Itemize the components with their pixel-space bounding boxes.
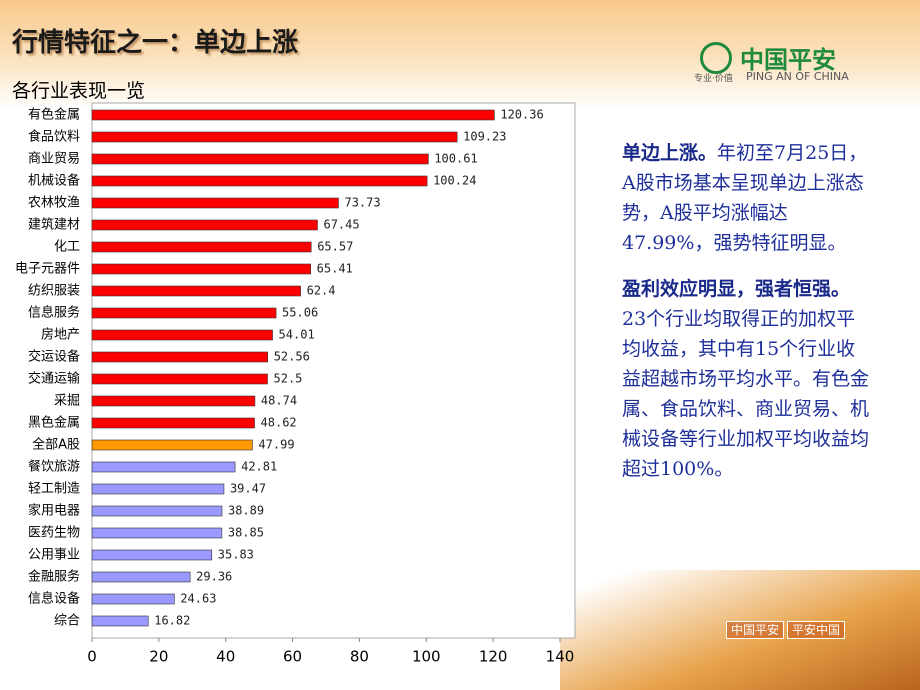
y-tick-label: 交运设备 <box>28 349 80 365</box>
value-label: 42.81 <box>241 460 277 474</box>
bar <box>91 417 255 429</box>
x-tick-label: 0 <box>87 648 97 666</box>
x-tick-label: 40 <box>216 648 235 666</box>
value-label: 38.85 <box>228 526 264 540</box>
bar <box>91 373 268 385</box>
y-tick-label: 公用事业 <box>28 548 80 563</box>
paragraph: 盈利效应明显，强者恒强。 23个行业均取得正的加权平均收益，其中有15个行业收益超… <box>622 274 872 484</box>
y-tick-label: 金融服务 <box>28 569 80 585</box>
commentary: 单边上涨。年初至7月25日，A股市场基本呈现单边上涨态势，A股平均涨幅达47.9… <box>622 138 872 500</box>
body: 年初至7月25日，A股市场基本呈现单边上涨态势，A股平均涨幅达47.99%，强势… <box>622 142 868 254</box>
x-tick-label: 140 <box>546 648 575 666</box>
bar <box>91 263 311 275</box>
y-tick-label: 纺织服装 <box>28 284 80 299</box>
footer-text: 中国平安 <box>726 621 785 639</box>
bar <box>91 593 175 605</box>
value-label: 52.5 <box>274 372 303 386</box>
value-label: 67.45 <box>323 218 359 232</box>
value-label: 48.74 <box>261 394 297 408</box>
value-label: 100.61 <box>434 152 477 166</box>
y-tick-label: 信息服务 <box>28 305 80 321</box>
y-tick-label: 医药生物 <box>28 526 80 541</box>
value-label: 35.83 <box>218 548 254 562</box>
bar <box>91 351 269 363</box>
value-label: 62.4 <box>307 284 336 298</box>
x-tick-label: 120 <box>479 648 508 666</box>
heading: 单边上涨。 <box>622 142 718 164</box>
y-tick-label: 全部A股 <box>32 437 80 453</box>
bar <box>91 615 149 627</box>
y-tick-label: 交通运输 <box>28 371 80 387</box>
bar <box>91 549 213 561</box>
y-tick-label: 建筑建材 <box>28 217 80 233</box>
y-tick-label: 信息设备 <box>28 591 80 607</box>
bar <box>91 219 318 231</box>
value-label: 55.06 <box>282 306 318 320</box>
bar <box>91 439 253 451</box>
value-label: 48.62 <box>261 416 297 430</box>
x-tick-label: 80 <box>350 648 369 666</box>
value-label: 54.01 <box>279 328 315 342</box>
plot-frame <box>91 102 576 639</box>
value-label: 100.24 <box>433 174 476 188</box>
y-tick-label: 家用电器 <box>28 503 80 519</box>
y-tick-label: 轻工制造 <box>28 482 80 497</box>
value-label: 24.63 <box>180 592 216 606</box>
value-label: 39.47 <box>230 482 266 496</box>
x-tick-label: 60 <box>283 648 302 666</box>
body: 23个行业均取得正的加权平均收益，其中有15个行业收益超越市场平均水平。有色金属… <box>622 308 870 480</box>
logo-icon <box>700 42 732 74</box>
value-label: 47.99 <box>258 438 294 452</box>
y-tick-label: 有色金属 <box>28 107 80 123</box>
bar <box>91 483 225 495</box>
bar <box>91 527 223 539</box>
bar <box>91 461 236 473</box>
chart: 0 20 40 60 80 100 120 140 有色金属 120.36 食品饮料 109.23 商业… <box>15 102 576 666</box>
y-tick-label: 综合 <box>54 614 80 629</box>
x-tick-label: 100 <box>412 648 441 666</box>
bar <box>91 307 277 319</box>
y-tick-label: 电子元器件 <box>15 262 80 277</box>
y-tick-label: 餐饮旅游 <box>28 459 80 475</box>
value-label: 38.89 <box>228 504 264 518</box>
bar <box>91 395 256 407</box>
bar <box>91 109 495 121</box>
value-label: 120.36 <box>500 108 543 122</box>
bar <box>91 175 428 187</box>
logo-name: 中国平安 <box>740 46 836 74</box>
bar <box>91 505 223 517</box>
slide-title: 行情特征之一：单边上涨 <box>12 28 299 58</box>
bar <box>91 571 191 583</box>
bar <box>91 131 458 143</box>
value-label: 52.56 <box>274 350 310 364</box>
value-label: 109.23 <box>463 130 506 144</box>
heading: 盈利效应明显，强者恒强。 <box>622 278 851 300</box>
y-tick-label: 机械设备 <box>28 173 80 189</box>
footer: 中国平安 平安中国 <box>726 621 848 639</box>
logo-english: PING AN OF CHINA <box>746 70 849 83</box>
y-tick-label: 商业贸易 <box>28 152 80 167</box>
y-tick-label: 化工 <box>54 240 80 255</box>
y-tick-label: 农林牧渔 <box>28 196 80 211</box>
value-label: 65.41 <box>317 262 353 276</box>
footer-text: 平安中国 <box>787 621 846 639</box>
value-label: 65.57 <box>317 240 353 254</box>
y-tick-label: 房地产 <box>41 327 80 343</box>
logo-slogan: 专业·价值 <box>694 74 733 84</box>
value-label: 29.36 <box>196 570 232 584</box>
bar <box>91 197 339 209</box>
y-tick-label: 食品饮料 <box>28 129 80 145</box>
paragraph: 单边上涨。年初至7月25日，A股市场基本呈现单边上涨态势，A股平均涨幅达47.9… <box>622 138 872 258</box>
value-label: 16.82 <box>154 614 190 628</box>
x-tick-label: 20 <box>149 648 168 666</box>
value-label: 73.73 <box>344 196 380 210</box>
bar <box>91 153 429 165</box>
bar <box>91 329 273 341</box>
y-tick-label: 黑色金属 <box>28 415 80 431</box>
bar <box>91 285 301 297</box>
chart-subtitle: 各行业表现一览 <box>12 80 146 102</box>
bar <box>91 241 312 253</box>
y-tick-label: 采掘 <box>54 394 80 409</box>
